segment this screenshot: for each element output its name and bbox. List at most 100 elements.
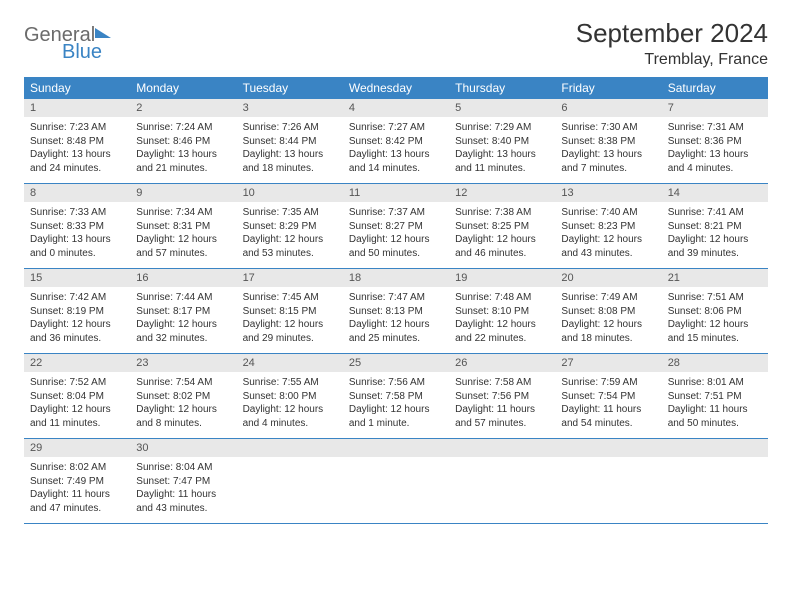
day-number bbox=[343, 439, 449, 457]
day-content: Sunrise: 7:35 AMSunset: 8:29 PMDaylight:… bbox=[237, 202, 343, 268]
day-number bbox=[237, 439, 343, 457]
day-content: Sunrise: 7:33 AMSunset: 8:33 PMDaylight:… bbox=[24, 202, 130, 268]
calendar-cell: 14Sunrise: 7:41 AMSunset: 8:21 PMDayligh… bbox=[662, 184, 768, 269]
weekday-header: Saturday bbox=[662, 77, 768, 99]
weekday-header: Monday bbox=[130, 77, 236, 99]
day-number: 22 bbox=[24, 354, 130, 372]
calendar-head: SundayMondayTuesdayWednesdayThursdayFrid… bbox=[24, 77, 768, 99]
location: Tremblay, France bbox=[576, 51, 768, 69]
day-content: Sunrise: 7:26 AMSunset: 8:44 PMDaylight:… bbox=[237, 117, 343, 183]
calendar-cell: 24Sunrise: 7:55 AMSunset: 8:00 PMDayligh… bbox=[237, 354, 343, 439]
calendar-cell bbox=[662, 439, 768, 524]
day-content: Sunrise: 7:44 AMSunset: 8:17 PMDaylight:… bbox=[130, 287, 236, 353]
day-content: Sunrise: 7:52 AMSunset: 8:04 PMDaylight:… bbox=[24, 372, 130, 438]
day-number bbox=[555, 439, 661, 457]
day-number: 8 bbox=[24, 184, 130, 202]
weekday-header: Wednesday bbox=[343, 77, 449, 99]
calendar-cell: 12Sunrise: 7:38 AMSunset: 8:25 PMDayligh… bbox=[449, 184, 555, 269]
calendar-cell: 20Sunrise: 7:49 AMSunset: 8:08 PMDayligh… bbox=[555, 269, 661, 354]
calendar-cell: 19Sunrise: 7:48 AMSunset: 8:10 PMDayligh… bbox=[449, 269, 555, 354]
title-block: September 2024 Tremblay, France bbox=[576, 18, 768, 69]
calendar-cell: 28Sunrise: 8:01 AMSunset: 7:51 PMDayligh… bbox=[662, 354, 768, 439]
calendar-row: 1Sunrise: 7:23 AMSunset: 8:48 PMDaylight… bbox=[24, 99, 768, 184]
day-content: Sunrise: 7:23 AMSunset: 8:48 PMDaylight:… bbox=[24, 117, 130, 183]
day-content: Sunrise: 7:42 AMSunset: 8:19 PMDaylight:… bbox=[24, 287, 130, 353]
weekday-header: Friday bbox=[555, 77, 661, 99]
day-number: 5 bbox=[449, 99, 555, 117]
day-content: Sunrise: 7:37 AMSunset: 8:27 PMDaylight:… bbox=[343, 202, 449, 268]
calendar-cell: 26Sunrise: 7:58 AMSunset: 7:56 PMDayligh… bbox=[449, 354, 555, 439]
calendar-table: SundayMondayTuesdayWednesdayThursdayFrid… bbox=[24, 77, 768, 524]
calendar-row: 8Sunrise: 7:33 AMSunset: 8:33 PMDaylight… bbox=[24, 184, 768, 269]
day-content bbox=[449, 457, 555, 517]
calendar-row: 15Sunrise: 7:42 AMSunset: 8:19 PMDayligh… bbox=[24, 269, 768, 354]
day-number: 18 bbox=[343, 269, 449, 287]
day-content: Sunrise: 8:02 AMSunset: 7:49 PMDaylight:… bbox=[24, 457, 130, 523]
day-number: 24 bbox=[237, 354, 343, 372]
day-number bbox=[662, 439, 768, 457]
calendar-cell: 7Sunrise: 7:31 AMSunset: 8:36 PMDaylight… bbox=[662, 99, 768, 184]
calendar-cell: 8Sunrise: 7:33 AMSunset: 8:33 PMDaylight… bbox=[24, 184, 130, 269]
day-content: Sunrise: 7:27 AMSunset: 8:42 PMDaylight:… bbox=[343, 117, 449, 183]
day-number: 23 bbox=[130, 354, 236, 372]
day-content bbox=[343, 457, 449, 517]
calendar-cell: 1Sunrise: 7:23 AMSunset: 8:48 PMDaylight… bbox=[24, 99, 130, 184]
day-number bbox=[449, 439, 555, 457]
calendar-cell: 17Sunrise: 7:45 AMSunset: 8:15 PMDayligh… bbox=[237, 269, 343, 354]
calendar-cell: 11Sunrise: 7:37 AMSunset: 8:27 PMDayligh… bbox=[343, 184, 449, 269]
day-content: Sunrise: 8:04 AMSunset: 7:47 PMDaylight:… bbox=[130, 457, 236, 523]
day-number: 14 bbox=[662, 184, 768, 202]
day-number: 17 bbox=[237, 269, 343, 287]
calendar-cell: 15Sunrise: 7:42 AMSunset: 8:19 PMDayligh… bbox=[24, 269, 130, 354]
calendar-cell: 10Sunrise: 7:35 AMSunset: 8:29 PMDayligh… bbox=[237, 184, 343, 269]
day-number: 26 bbox=[449, 354, 555, 372]
day-content: Sunrise: 7:31 AMSunset: 8:36 PMDaylight:… bbox=[662, 117, 768, 183]
day-content bbox=[662, 457, 768, 517]
calendar-cell: 6Sunrise: 7:30 AMSunset: 8:38 PMDaylight… bbox=[555, 99, 661, 184]
day-number: 3 bbox=[237, 99, 343, 117]
day-number: 9 bbox=[130, 184, 236, 202]
logo-triangle-icon bbox=[95, 28, 111, 38]
calendar-cell bbox=[555, 439, 661, 524]
logo: General Blue bbox=[24, 18, 111, 64]
calendar-cell: 16Sunrise: 7:44 AMSunset: 8:17 PMDayligh… bbox=[130, 269, 236, 354]
calendar-cell bbox=[343, 439, 449, 524]
day-content: Sunrise: 7:54 AMSunset: 8:02 PMDaylight:… bbox=[130, 372, 236, 438]
calendar-cell: 25Sunrise: 7:56 AMSunset: 7:58 PMDayligh… bbox=[343, 354, 449, 439]
day-number: 27 bbox=[555, 354, 661, 372]
day-number: 12 bbox=[449, 184, 555, 202]
day-content: Sunrise: 7:47 AMSunset: 8:13 PMDaylight:… bbox=[343, 287, 449, 353]
day-number: 21 bbox=[662, 269, 768, 287]
calendar-body: 1Sunrise: 7:23 AMSunset: 8:48 PMDaylight… bbox=[24, 99, 768, 524]
day-content: Sunrise: 7:48 AMSunset: 8:10 PMDaylight:… bbox=[449, 287, 555, 353]
calendar-cell: 2Sunrise: 7:24 AMSunset: 8:46 PMDaylight… bbox=[130, 99, 236, 184]
day-number: 6 bbox=[555, 99, 661, 117]
calendar-cell: 30Sunrise: 8:04 AMSunset: 7:47 PMDayligh… bbox=[130, 439, 236, 524]
day-number: 16 bbox=[130, 269, 236, 287]
calendar-cell: 4Sunrise: 7:27 AMSunset: 8:42 PMDaylight… bbox=[343, 99, 449, 184]
day-content: Sunrise: 7:56 AMSunset: 7:58 PMDaylight:… bbox=[343, 372, 449, 438]
calendar-cell: 29Sunrise: 8:02 AMSunset: 7:49 PMDayligh… bbox=[24, 439, 130, 524]
calendar-cell: 27Sunrise: 7:59 AMSunset: 7:54 PMDayligh… bbox=[555, 354, 661, 439]
day-content bbox=[555, 457, 661, 517]
calendar-cell bbox=[449, 439, 555, 524]
header: General Blue September 2024 Tremblay, Fr… bbox=[24, 18, 768, 69]
day-content: Sunrise: 7:51 AMSunset: 8:06 PMDaylight:… bbox=[662, 287, 768, 353]
day-number: 2 bbox=[130, 99, 236, 117]
calendar-cell: 22Sunrise: 7:52 AMSunset: 8:04 PMDayligh… bbox=[24, 354, 130, 439]
day-number: 15 bbox=[24, 269, 130, 287]
day-content: Sunrise: 7:38 AMSunset: 8:25 PMDaylight:… bbox=[449, 202, 555, 268]
weekday-header: Thursday bbox=[449, 77, 555, 99]
day-number: 30 bbox=[130, 439, 236, 457]
calendar-cell: 21Sunrise: 7:51 AMSunset: 8:06 PMDayligh… bbox=[662, 269, 768, 354]
day-content: Sunrise: 7:49 AMSunset: 8:08 PMDaylight:… bbox=[555, 287, 661, 353]
day-number: 20 bbox=[555, 269, 661, 287]
day-content: Sunrise: 7:34 AMSunset: 8:31 PMDaylight:… bbox=[130, 202, 236, 268]
calendar-cell: 3Sunrise: 7:26 AMSunset: 8:44 PMDaylight… bbox=[237, 99, 343, 184]
day-number: 29 bbox=[24, 439, 130, 457]
day-content: Sunrise: 7:29 AMSunset: 8:40 PMDaylight:… bbox=[449, 117, 555, 183]
day-content: Sunrise: 8:01 AMSunset: 7:51 PMDaylight:… bbox=[662, 372, 768, 438]
day-content: Sunrise: 7:55 AMSunset: 8:00 PMDaylight:… bbox=[237, 372, 343, 438]
day-number: 13 bbox=[555, 184, 661, 202]
day-content: Sunrise: 7:41 AMSunset: 8:21 PMDaylight:… bbox=[662, 202, 768, 268]
